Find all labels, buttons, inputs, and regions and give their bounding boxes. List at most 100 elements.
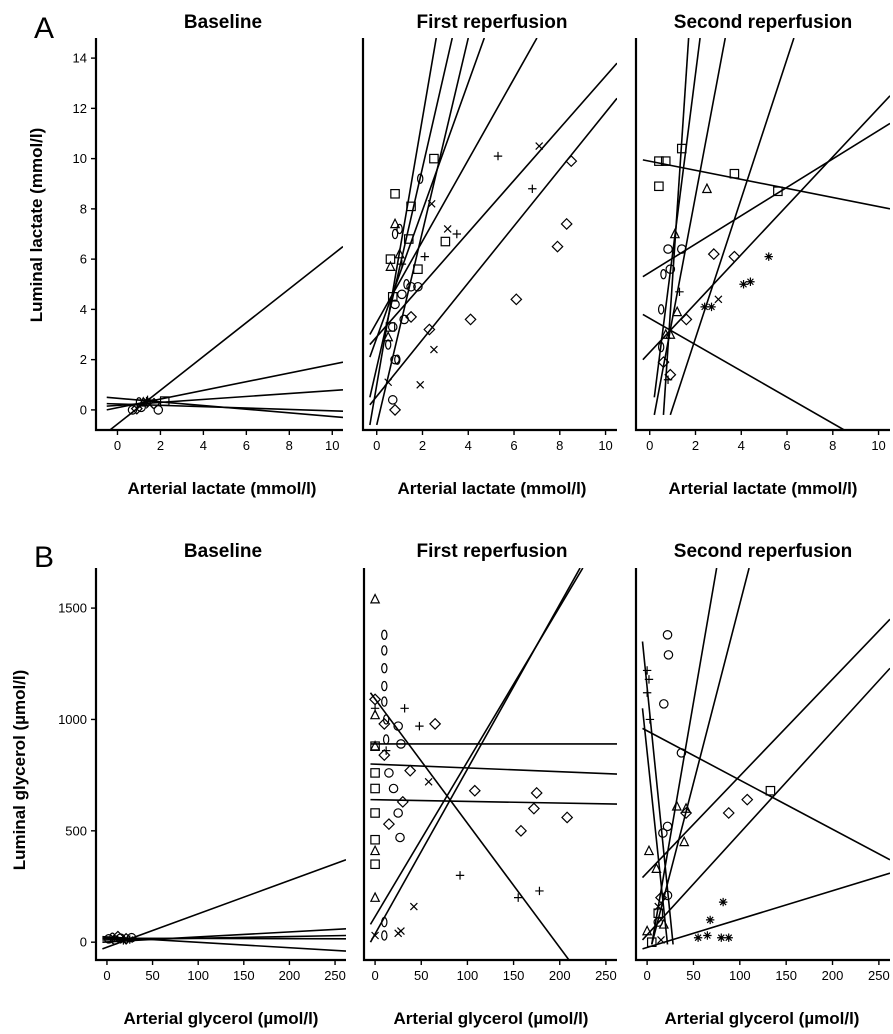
y-tick-label: 1500 — [58, 601, 87, 616]
x-tick-label: 200 — [549, 968, 571, 983]
data-point — [384, 339, 392, 350]
plot-body-A-first: 0 2 4 6 8 10 — [361, 38, 617, 453]
data-point — [643, 844, 655, 856]
x-tick-label: 2 — [157, 438, 164, 453]
data-point — [381, 680, 388, 692]
data-point — [389, 217, 401, 229]
data-point — [662, 630, 673, 640]
data-point — [707, 248, 720, 261]
data-point — [370, 808, 380, 818]
data-point — [535, 142, 544, 150]
regression-line — [375, 38, 470, 426]
x-tick-label: 10 — [871, 438, 885, 453]
data-point — [370, 741, 380, 751]
data-point — [403, 234, 414, 244]
data-point — [660, 156, 671, 166]
data-point — [370, 859, 380, 870]
data-point — [126, 932, 137, 943]
data-point — [654, 156, 664, 166]
plot-a-second: Second reperfusion Arterial lactate (mmo… — [669, 12, 858, 498]
x-tick-label: 6 — [510, 438, 517, 453]
data-point — [369, 740, 381, 751]
x-tick-label: 0 — [114, 438, 121, 453]
x-tick-label: 6 — [243, 438, 250, 453]
regression-line — [642, 313, 845, 430]
data-point — [390, 299, 400, 310]
data-point — [665, 264, 676, 274]
plot-body-B-second: 0 50 100 150 200 250 — [634, 568, 890, 983]
data-point — [669, 227, 681, 239]
data-point — [387, 395, 398, 405]
data-point — [424, 777, 433, 786]
regression-line — [641, 708, 669, 945]
data-point — [153, 405, 164, 415]
data-point — [395, 832, 405, 843]
x-tick-label: 50 — [145, 968, 159, 983]
data-point — [109, 932, 116, 943]
data-point — [528, 184, 537, 193]
data-point — [535, 886, 544, 896]
x-tick-label: 250 — [868, 968, 890, 983]
y-tick-label: 14 — [73, 51, 87, 66]
data-point — [561, 811, 574, 824]
data-point — [396, 223, 403, 235]
data-point — [370, 768, 380, 778]
data-point — [406, 281, 416, 292]
data-point — [657, 936, 665, 944]
data-point — [663, 375, 673, 384]
regression-line — [642, 95, 890, 361]
plot-b-second: Second reperfusion Arterial glycerol (µm… — [665, 541, 860, 1028]
plot-b-first: First reperfusion Arterial glycerol (µmo… — [394, 541, 589, 1028]
data-point — [403, 279, 410, 290]
data-point — [381, 746, 391, 755]
data-point — [728, 250, 741, 263]
y-tick-label: 1000 — [58, 712, 87, 727]
data-point — [409, 902, 418, 911]
title-b-baseline: Baseline — [184, 541, 262, 562]
data-point — [394, 354, 401, 365]
x-tick-label: 50 — [686, 968, 700, 983]
data-point — [724, 933, 733, 942]
data-point — [642, 666, 652, 675]
data-point — [676, 748, 687, 758]
data-point — [381, 916, 388, 928]
data-point — [700, 302, 709, 312]
data-point — [103, 934, 114, 944]
data-point — [143, 395, 152, 405]
x-tick-label: 250 — [595, 968, 617, 983]
data-point — [651, 862, 662, 873]
data-point — [514, 824, 528, 837]
regression-line — [641, 618, 890, 879]
data-point — [657, 356, 670, 369]
y-tick-label: 0 — [80, 935, 87, 950]
data-point — [159, 396, 170, 406]
data-point — [654, 181, 664, 192]
data-point — [663, 244, 673, 254]
regression-line — [370, 763, 617, 775]
x-tick-label: 4 — [465, 438, 472, 453]
data-point — [429, 153, 439, 164]
panel-label-a: A — [34, 12, 54, 45]
data-point — [127, 405, 138, 415]
data-point — [371, 931, 380, 940]
axes-B-baseline — [94, 568, 346, 962]
data-point — [746, 277, 755, 286]
data-point — [369, 708, 381, 720]
data-point — [493, 151, 503, 161]
regression-line — [370, 798, 617, 805]
data-point — [680, 802, 692, 813]
regression-line — [662, 38, 690, 415]
x-tick-label: 0 — [644, 968, 651, 983]
data-point — [388, 783, 399, 794]
axes-B-second — [634, 568, 890, 962]
data-point — [659, 699, 669, 709]
xlabel-a-first: Arterial lactate (mmol/l) — [398, 479, 587, 498]
x-tick-label: 0 — [371, 968, 378, 983]
x-tick-label: 200 — [822, 968, 844, 983]
data-point — [388, 403, 402, 416]
data-point — [693, 933, 703, 942]
data-point — [423, 323, 436, 336]
data-point — [382, 734, 390, 745]
x-tick-label: 50 — [414, 968, 428, 983]
